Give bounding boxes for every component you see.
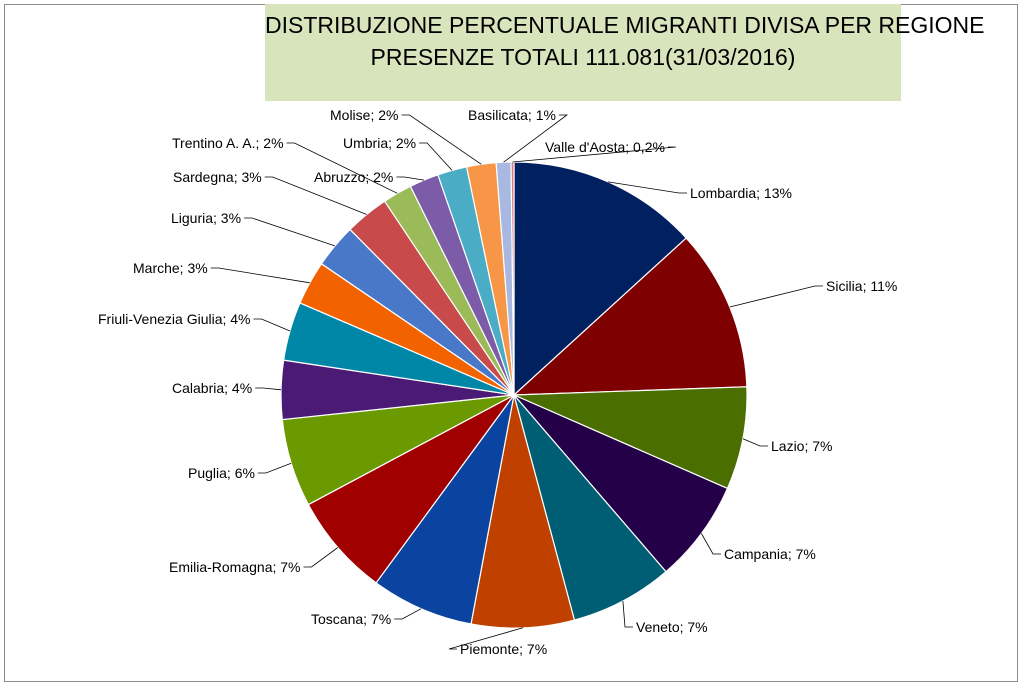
data-label: Friuli-Venezia Giulia; 4% (98, 311, 251, 327)
data-label: Basilicata; 1% (468, 107, 556, 123)
pie-slices (280, 161, 748, 629)
leader-line (210, 267, 310, 284)
leader-line (503, 114, 569, 163)
leader-line (419, 142, 453, 171)
data-label: Abruzzo; 2% (314, 169, 393, 185)
pie-slice-campania (513, 394, 729, 573)
leader-line (286, 142, 398, 194)
pie-slice-toscana (375, 394, 515, 625)
leader-line (701, 533, 721, 555)
leader-line (729, 285, 823, 308)
pie-slice-lazio (513, 386, 748, 490)
data-label: Emilia-Romagna; 7% (169, 559, 301, 575)
leader-line (448, 627, 524, 650)
leader-line (401, 114, 482, 165)
pie-slice-emilia-romagna (307, 394, 515, 584)
leader-line (608, 181, 687, 194)
leader-lines (210, 114, 823, 650)
data-label: Molise; 2% (330, 107, 398, 123)
data-label: Sardegna; 3% (173, 169, 262, 185)
leader-line (512, 146, 676, 163)
data-label: Campania; 7% (724, 546, 816, 562)
data-label: Liguria; 3% (171, 210, 241, 226)
data-label: Piemonte; 7% (460, 641, 547, 657)
data-label: Umbria; 2% (343, 135, 416, 151)
pie-slice-sicilia (512, 237, 748, 396)
leader-line (257, 462, 292, 474)
data-label: Puglia; 6% (188, 465, 255, 481)
data-label: Valle d'Aosta; 0,2% (545, 139, 665, 155)
data-labels: Lombardia; 13% Sicilia; 11% Lazio; 7% Campa… (98, 107, 897, 657)
leader-line (394, 608, 422, 620)
pie-slice-veneto (513, 394, 667, 621)
leader-line (303, 547, 339, 568)
title-box: DISTRIBUZIONE PERCENTUALE MIGRANTI DIVIS… (265, 4, 985, 101)
leader-line (742, 438, 768, 447)
data-label: Veneto; 7% (636, 619, 708, 635)
leader-line (622, 600, 633, 628)
chart-title: DISTRIBUZIONE PERCENTUALE MIGRANTI DIVIS… (265, 12, 985, 38)
leader-line (264, 176, 367, 215)
chart-subtitle: PRESENZE TOTALI 111.081(31/03/2016) (370, 44, 796, 70)
leader-line (396, 176, 425, 181)
leader-line (253, 318, 291, 332)
data-label: Lazio; 7% (771, 438, 832, 454)
data-label: Marche; 3% (133, 260, 208, 276)
data-label: Toscana; 7% (311, 611, 391, 627)
data-label: Trentino A. A.; 2% (172, 135, 284, 151)
leader-line (244, 217, 336, 247)
data-label: Sicilia; 11% (826, 278, 897, 294)
data-label: Lombardia; 13% (690, 185, 792, 201)
pie-slice-piemonte (470, 394, 576, 629)
leader-line (255, 387, 282, 391)
data-label: Calabria; 4% (172, 380, 252, 396)
